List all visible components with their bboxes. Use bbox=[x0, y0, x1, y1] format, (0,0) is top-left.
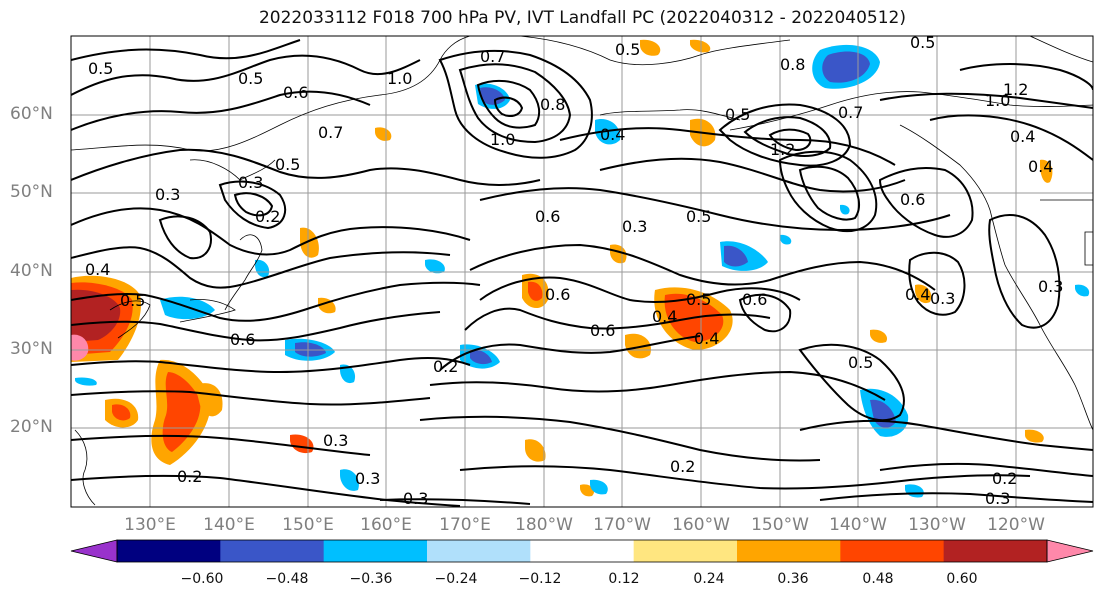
contour-label: 0.5 bbox=[725, 105, 750, 124]
map-panel: 0.5 0.5 0.6 0.7 1.0 0.7 0.8 1.0 0.4 0.5 … bbox=[71, 33, 1093, 508]
contour-label: 0.5 bbox=[88, 59, 113, 78]
lon-label: 130°W bbox=[908, 515, 966, 535]
lon-label: 160°W bbox=[672, 515, 730, 535]
colorbar-tick-label: 0.12 bbox=[608, 571, 640, 587]
colorbar-segment bbox=[220, 540, 325, 562]
colorbar-tick-label: 0.36 bbox=[777, 571, 809, 587]
contour-label: 0.6 bbox=[900, 190, 925, 209]
contour-label: 0.3 bbox=[1038, 277, 1063, 296]
lon-label: 170°W bbox=[593, 515, 651, 535]
colorbar-extend-min bbox=[70, 539, 118, 563]
pv-contours bbox=[71, 39, 1093, 507]
contour-label: 0.6 bbox=[742, 290, 767, 309]
colorbar-tick-label: −0.36 bbox=[349, 571, 393, 587]
lon-label: 160°E bbox=[360, 515, 412, 535]
contour-label: 0.5 bbox=[910, 33, 935, 52]
colorbar-segment bbox=[323, 540, 428, 562]
contour-label: 0.4 bbox=[600, 125, 625, 144]
colorbar-segment bbox=[737, 540, 841, 562]
contour-label: 1.0 bbox=[985, 91, 1010, 110]
contour-label: 0.3 bbox=[985, 489, 1010, 508]
lon-label: 120°W bbox=[987, 515, 1045, 535]
map-frame bbox=[70, 35, 1094, 508]
colorbar bbox=[70, 539, 1094, 563]
colorbar-segment bbox=[943, 540, 1048, 562]
contour-label: 0.6 bbox=[283, 83, 308, 102]
contour-label: 0.7 bbox=[318, 123, 343, 142]
contour-label: 0.6 bbox=[230, 330, 255, 349]
contour-label: 0.7 bbox=[480, 47, 505, 66]
contour-label: 0.5 bbox=[120, 291, 145, 310]
contour-label: 0.5 bbox=[848, 353, 873, 372]
contour-label: 0.3 bbox=[622, 217, 647, 236]
lon-label: 180°W bbox=[515, 515, 573, 535]
contour-label: 0.5 bbox=[686, 207, 711, 226]
colorbar-tick-label: −0.24 bbox=[434, 571, 478, 587]
contour-label: 0.4 bbox=[652, 307, 677, 326]
lat-label: 40°N bbox=[10, 261, 53, 281]
contour-label: 0.3 bbox=[155, 185, 180, 204]
lon-label: 150°E bbox=[282, 515, 334, 535]
lon-label: 130°E bbox=[124, 515, 176, 535]
map-title: 2022033112 F018 700 hPa PV, IVT Landfall… bbox=[258, 8, 906, 28]
contour-label: 0.3 bbox=[323, 431, 348, 450]
contour-label: 0.5 bbox=[275, 155, 300, 174]
contour-label: 0.8 bbox=[540, 95, 565, 114]
contour-label: 1.2 bbox=[1003, 80, 1028, 99]
lon-label: 170°E bbox=[439, 515, 491, 535]
contour-label: 0.3 bbox=[403, 489, 428, 508]
contour-labels: 0.5 0.5 0.6 0.7 1.0 0.7 0.8 1.0 0.4 0.5 … bbox=[85, 33, 1063, 508]
contour-label: 0.2 bbox=[992, 469, 1017, 488]
graticule bbox=[71, 36, 1093, 507]
contour-label: 0.5 bbox=[686, 290, 711, 309]
shading-layer bbox=[71, 39, 1090, 498]
contour-label: 0.4 bbox=[1028, 157, 1053, 176]
contour-label: 0.3 bbox=[238, 173, 263, 192]
contour-label: 0.2 bbox=[177, 467, 202, 486]
contour-label: 0.2 bbox=[670, 457, 695, 476]
colorbar-tick-label: 0.48 bbox=[862, 571, 894, 587]
contour-label: 0.4 bbox=[905, 285, 930, 304]
contour-label: 0.2 bbox=[255, 207, 280, 226]
lat-label: 50°N bbox=[10, 182, 53, 202]
colorbar-tick-label: 0.60 bbox=[946, 571, 978, 587]
contour-label: 0.6 bbox=[545, 285, 570, 304]
lon-label: 150°W bbox=[751, 515, 809, 535]
contour-label: 0.5 bbox=[615, 40, 640, 59]
contour-label: 0.8 bbox=[780, 55, 805, 74]
contour-label: 0.2 bbox=[433, 357, 458, 376]
contour-label: 0.6 bbox=[590, 321, 615, 340]
colorbar-outline bbox=[116, 539, 1048, 563]
lon-label: 140°E bbox=[203, 515, 255, 535]
colorbar-tick-label: −0.48 bbox=[265, 571, 309, 587]
colorbar-segment bbox=[840, 540, 945, 562]
lat-label: 60°N bbox=[10, 104, 53, 124]
contour-label: 0.4 bbox=[85, 260, 110, 279]
colorbar-segment bbox=[530, 540, 635, 562]
colorbar-extend-max bbox=[1046, 539, 1094, 563]
colorbar-segment bbox=[117, 540, 221, 562]
contour-label: 0.4 bbox=[694, 329, 719, 348]
colorbar-segment bbox=[427, 540, 531, 562]
contour-label: 0.5 bbox=[238, 69, 263, 88]
lat-label: 30°N bbox=[10, 339, 53, 359]
colorbar-tick-label: −0.12 bbox=[518, 571, 562, 587]
contour-label: 0.3 bbox=[355, 469, 380, 488]
contour-label: 0.3 bbox=[930, 289, 955, 308]
colorbar-tick-label: −0.60 bbox=[180, 571, 224, 587]
contour-label: 0.7 bbox=[838, 103, 863, 122]
lat-label: 20°N bbox=[10, 417, 53, 437]
contour-label: 1.2 bbox=[770, 140, 795, 159]
colorbar-segment bbox=[633, 540, 738, 562]
contour-label: 1.0 bbox=[387, 69, 412, 88]
coastlines bbox=[71, 36, 1093, 506]
colorbar-tick-label: 0.24 bbox=[693, 571, 725, 587]
contour-label: 0.4 bbox=[1010, 127, 1035, 146]
contour-label: 0.6 bbox=[535, 207, 560, 226]
lon-label: 140°W bbox=[829, 515, 887, 535]
contour-label: 1.0 bbox=[490, 130, 515, 149]
